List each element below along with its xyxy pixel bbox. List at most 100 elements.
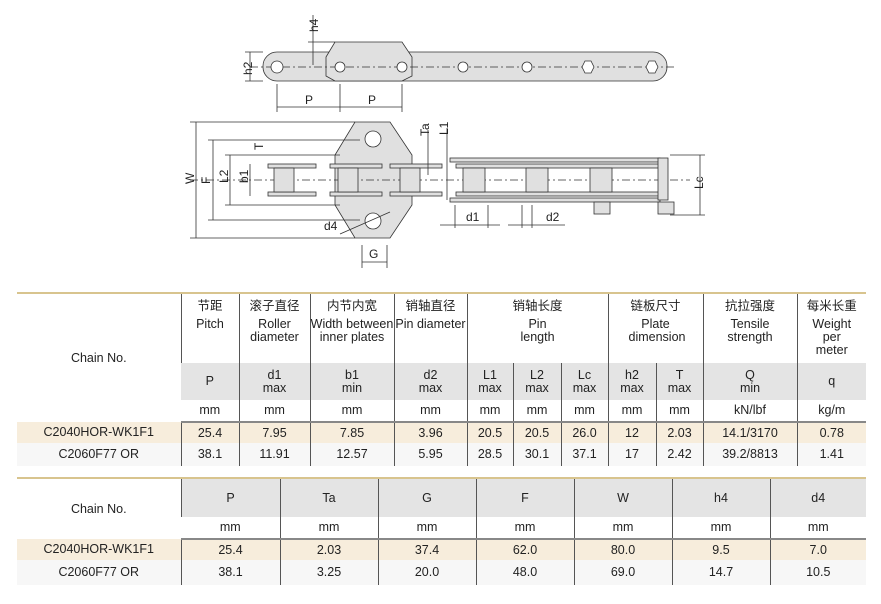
table-row: C2040HOR-WK1F1 25.4 7.95 7.85 3.96 20.5 20.5 26… xyxy=(17,422,867,443)
chain-side-view xyxy=(190,121,705,268)
value-cell: 62.0 xyxy=(475,539,574,560)
unit-cell: mm xyxy=(512,400,561,423)
value-cell: 2.42 xyxy=(655,443,704,466)
unit-cell: mm xyxy=(475,517,574,540)
value-cell: 7.0 xyxy=(769,539,866,560)
label-d1: d1 xyxy=(466,210,480,224)
unit-cell: kN/lbf xyxy=(702,400,798,423)
unit-cell: mm xyxy=(181,400,239,423)
value-cell: 1.41 xyxy=(796,443,867,466)
header-tensile-strength: 抗拉强度 Tensile strength xyxy=(702,293,798,363)
value-cell: 12.57 xyxy=(309,443,394,466)
symbol-cell: Lc max xyxy=(560,363,608,400)
value-cell: 69.0 xyxy=(573,560,672,585)
value-cell: 17 xyxy=(607,443,656,466)
value-cell: 25.4 xyxy=(180,422,239,443)
unit-cell: mm xyxy=(466,400,513,423)
label-l2: L2 xyxy=(217,169,231,183)
value-cell: 2.03 xyxy=(655,422,704,443)
label-t: T xyxy=(252,142,266,150)
label-w: W xyxy=(183,172,197,184)
value-cell: 10.5 xyxy=(769,560,866,585)
header-inner-width: 内节内宽 Width between inner plates xyxy=(309,293,394,363)
value-cell: 7.85 xyxy=(309,422,394,443)
header-pin-length: 销轴长度 Pin length xyxy=(466,293,608,363)
value-cell: 26.0 xyxy=(560,422,608,443)
value-cell: 38.1 xyxy=(180,560,280,585)
label-ta: Ta xyxy=(418,123,432,136)
label-h2: h2 xyxy=(241,61,255,75)
table-row: C2040HOR-WK1F1 25.4 2.03 37.4 62.0 80.0 9.5 7.0 xyxy=(17,539,866,560)
unit-cell: mm xyxy=(377,517,476,540)
unit-cell: mm xyxy=(607,400,656,423)
label-b1: b1 xyxy=(237,169,251,183)
value-cell: 37.4 xyxy=(377,539,476,560)
label-lc: Lc xyxy=(692,176,706,189)
chain-top-view xyxy=(245,15,675,112)
header-pin-diameter: 销轴直径 Pin diameter xyxy=(393,293,467,363)
value-cell: 20.5 xyxy=(512,422,561,443)
unit-cell: mm xyxy=(671,517,770,540)
unit-cell: mm xyxy=(279,517,378,540)
symbol-cell: P xyxy=(180,478,280,517)
symbol-cell: L1 max xyxy=(466,363,513,400)
header-plate-dimension: 链板尺寸 Plate dimension xyxy=(607,293,704,363)
symbol-cell: d2 max xyxy=(393,363,467,400)
value-cell: 14.1/3170 xyxy=(702,422,798,443)
symbol-cell: d1 max xyxy=(238,363,310,400)
value-cell: 3.25 xyxy=(279,560,378,585)
unit-cell: mm xyxy=(393,400,467,423)
symbol-cell: G xyxy=(377,478,476,517)
chain-no-cell: C2040HOR-WK1F1 xyxy=(43,542,154,556)
chain-dimension-drawing: h2 h4 P P W F L2 b1 T Ta L1 d4 xyxy=(183,15,706,268)
value-cell: 20.0 xyxy=(377,560,476,585)
symbol-cell: L2 max xyxy=(512,363,561,400)
unit-cell: mm xyxy=(181,517,280,540)
value-cell: 25.4 xyxy=(180,539,280,560)
header-weight: 每米长重 Weight per meter xyxy=(796,293,867,363)
symbol-cell: d4 xyxy=(769,478,866,517)
symbol-cell: q xyxy=(796,363,867,400)
symbol-cell: Ta xyxy=(279,478,378,517)
attachment-dimension-table: Chain No. P Ta G F W h4 d4 mm mm mm mm m… xyxy=(17,477,866,585)
label-h4: h4 xyxy=(307,18,321,32)
value-cell: 38.1 xyxy=(180,443,239,466)
label-l1: L1 xyxy=(437,121,451,135)
unit-cell: mm xyxy=(309,400,394,423)
symbol-cell: W xyxy=(573,478,672,517)
label-d2: d2 xyxy=(546,210,560,224)
value-cell: 12 xyxy=(607,422,656,443)
chain-no-header: Chain No. xyxy=(17,478,181,539)
chain-no-cell: C2040HOR-WK1F1 xyxy=(43,425,154,439)
value-cell: 7.95 xyxy=(238,422,310,443)
symbol-cell: P xyxy=(205,374,214,388)
label-d4: d4 xyxy=(324,219,338,233)
value-cell: 20.5 xyxy=(466,422,513,443)
chain-no-header: Chain No. xyxy=(70,350,127,365)
value-cell: 5.95 xyxy=(393,443,467,466)
symbol-cell: b1 min xyxy=(309,363,394,400)
chain-no-cell: C2060F77 OR xyxy=(58,565,140,579)
symbol-row: Chain No. P Ta G F W h4 d4 xyxy=(17,478,866,539)
symbol-cell: h2 max xyxy=(607,363,656,400)
unit-cell: mm xyxy=(560,400,608,423)
chain-spec-table: Chain No. 节距 Pitch 滚子直径 Roller diameter 内节… xyxy=(17,292,867,466)
header-roller-diameter: 滚子直径 Roller diameter xyxy=(238,293,310,363)
table-row: C2060F77 OR 38.1 11.91 12.57 5.95 28.5 30.1 37.… xyxy=(17,443,867,466)
value-cell: 80.0 xyxy=(573,539,672,560)
label-p1: P xyxy=(305,93,313,107)
chain-no-cell: C2060F77 OR xyxy=(58,447,140,461)
label-g: G xyxy=(369,247,378,261)
value-cell: 0.78 xyxy=(796,422,867,443)
value-cell: 9.5 xyxy=(671,539,770,560)
table-row: C2060F77 OR 38.1 3.25 20.0 48.0 69.0 14.7 10.5 xyxy=(17,560,866,585)
unit-cell: mm xyxy=(573,517,672,540)
symbol-cell: F xyxy=(475,478,574,517)
value-cell: 39.2/8813 xyxy=(702,443,798,466)
symbol-cell: h4 xyxy=(671,478,770,517)
unit-cell: mm xyxy=(769,517,866,540)
unit-cell: kg/m xyxy=(796,400,867,423)
value-cell: 48.0 xyxy=(475,560,574,585)
